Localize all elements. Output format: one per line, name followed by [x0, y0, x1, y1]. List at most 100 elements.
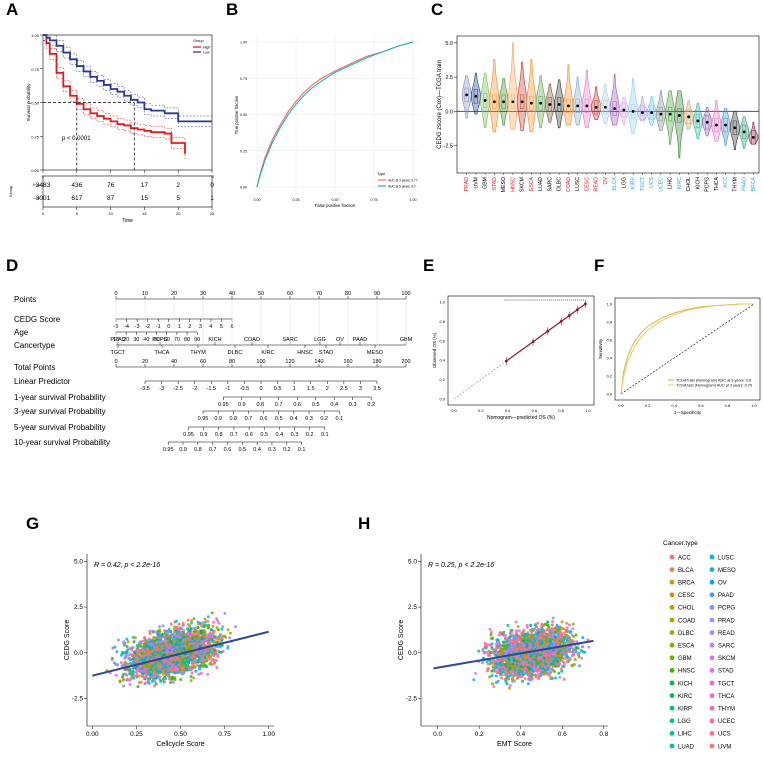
- y-tick-label: 0.75: [240, 77, 247, 81]
- x-tick-label: 25: [210, 174, 215, 179]
- tick-label: 0.8: [256, 402, 264, 408]
- x-tick-label: 0.50: [332, 198, 339, 202]
- box-TGCT: [640, 105, 645, 120]
- mean-dot-LUAD: [539, 101, 543, 105]
- tick-label: 120: [285, 359, 294, 365]
- mean-dot-THCA: [714, 123, 718, 127]
- y-tick-label: 0.50: [240, 113, 247, 117]
- category-label-READ: READ: [594, 177, 600, 192]
- tick-label: 30: [133, 337, 139, 343]
- box-KIRC: [677, 108, 682, 123]
- risk-count: 87: [107, 195, 115, 202]
- category-label-PAAD: PAAD: [742, 177, 748, 191]
- calibration-point: [531, 340, 535, 344]
- cancertype-top-label: OV: [336, 337, 344, 343]
- tick-label: 80: [345, 291, 351, 297]
- y-tick-label: 1.00: [31, 33, 40, 38]
- y-tick-label: 0.6: [606, 338, 612, 343]
- y-tick-label: 0.0: [606, 392, 612, 397]
- tick-label: 0.5: [274, 386, 282, 392]
- cancertype-bottom-label: HNSC: [297, 350, 313, 356]
- tick-label: -1: [225, 386, 230, 392]
- tick-label: -3: [135, 324, 140, 330]
- tick-label: 90: [374, 291, 380, 297]
- tick-label: 3: [359, 386, 362, 392]
- box-CESC: [584, 98, 589, 113]
- y-tick-label: 0.75: [31, 67, 40, 72]
- tick-label: 0.3: [268, 447, 276, 453]
- tick-label: -2.5: [173, 386, 182, 392]
- category-label-MESO: MESO: [501, 177, 507, 192]
- box-DLBC: [557, 97, 562, 112]
- mean-dot-GBM: [483, 98, 487, 102]
- risk-x-axis-label: Time: [122, 218, 133, 224]
- tick-label: 0.6: [293, 402, 301, 408]
- mean-dot-LUSC: [576, 104, 580, 108]
- tick-label: 0.9: [179, 447, 187, 453]
- tick-label: -3.5: [140, 386, 149, 392]
- tick-label: 30: [200, 291, 206, 297]
- risk-x-tick-label: 5: [76, 211, 79, 216]
- tick-label: 0: [259, 386, 262, 392]
- violin-LIHC: [665, 90, 676, 145]
- tick-label: 20: [171, 291, 177, 297]
- box-PRAD: [464, 87, 469, 103]
- tick-label: 40: [229, 291, 235, 297]
- tick-label: 0.95: [218, 402, 229, 408]
- y-tick-label: 0.00: [240, 186, 247, 190]
- mean-dot-CESC: [585, 104, 589, 108]
- y-tick-label: 0.2: [606, 374, 612, 379]
- category-label-LUSC: LUSC: [575, 177, 581, 191]
- category-label-SKCM: SKCM: [520, 177, 526, 192]
- tick-label: -1: [156, 324, 161, 330]
- mean-dot-PRAD: [465, 93, 469, 97]
- legend-title: Type: [377, 172, 385, 176]
- tick-label: 0.5: [238, 447, 246, 453]
- survival-curve-high: [43, 34, 186, 154]
- mean-dot-HNSC: [511, 100, 515, 104]
- x-tick-label: 0.8: [725, 403, 731, 408]
- risk-row-label: Low: [34, 196, 41, 200]
- legend-label: Low: [203, 51, 210, 55]
- category-label-COAD: COAD: [566, 177, 572, 192]
- risk-count: 15: [141, 195, 149, 202]
- box-STAD: [492, 94, 497, 109]
- tick-label: 0.9: [200, 432, 208, 438]
- tick-label: 0.8: [229, 416, 237, 422]
- x-tick-label: 0.25: [293, 198, 300, 202]
- mean-dot-DLBC: [557, 103, 561, 106]
- p-value-annotation: p < 0.0001: [62, 136, 91, 142]
- cancertype-bottom-label: THCA: [155, 350, 170, 356]
- data-point: [197, 672, 201, 676]
- box-UCS: [649, 105, 654, 120]
- category-label-UCEC: UCEC: [658, 177, 664, 192]
- tick-label: 0.7: [209, 447, 217, 453]
- x-tick-label: 0.6: [532, 408, 538, 413]
- x-axis-label: Nomogram—predicted OS (%): [487, 415, 555, 421]
- box-LUAD: [538, 96, 543, 111]
- tick-label: 60: [200, 359, 206, 365]
- box-HNSC: [510, 94, 515, 109]
- panel-letter-c: C: [431, 0, 444, 19]
- category-label-OV: OV: [603, 176, 609, 184]
- legend-label: High: [203, 46, 210, 50]
- risk-count: 2: [176, 182, 180, 189]
- mean-dot-BLCA: [613, 107, 617, 111]
- tick-label: 0.2: [306, 432, 314, 438]
- violin-STAD: [489, 58, 500, 133]
- tick-label: 140: [314, 359, 323, 365]
- tick-label: 0.95: [183, 432, 194, 438]
- violin-KIRC: [674, 90, 685, 159]
- x-tick-label: 0.75: [371, 198, 378, 202]
- category-label-TGCT: TGCT: [640, 176, 646, 191]
- tick-label: 2.5: [340, 386, 348, 392]
- risk-count: 76: [107, 182, 115, 189]
- confidence-band-low: [43, 34, 212, 117]
- tick-label: 1.5: [307, 386, 315, 392]
- mean-dot-PCPG: [705, 120, 709, 124]
- cancertype-top-label: PRAD: [110, 337, 125, 343]
- box-UCEC: [658, 106, 663, 122]
- tick-label: -3: [159, 386, 164, 392]
